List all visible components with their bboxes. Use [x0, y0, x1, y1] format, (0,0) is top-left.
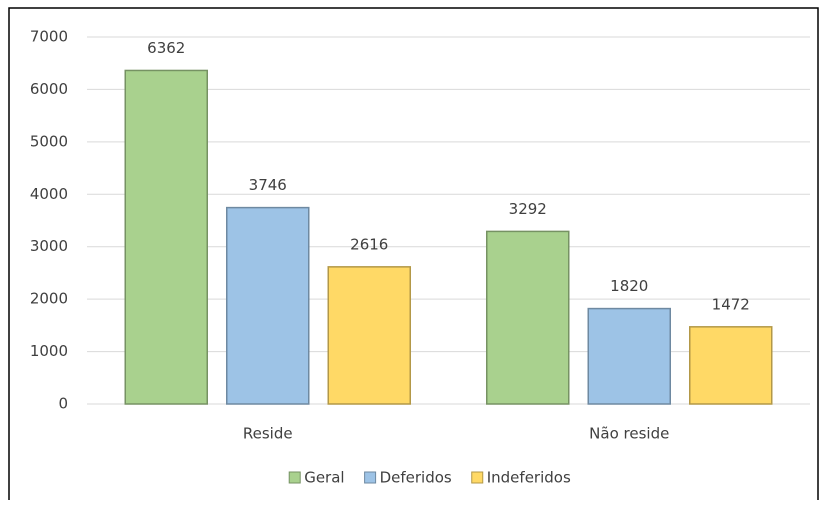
- y-tick-label: 3000: [30, 237, 68, 255]
- y-tick-label: 7000: [30, 28, 68, 46]
- data-label: 6362: [147, 39, 185, 57]
- legend-swatch: [364, 471, 377, 484]
- x-tick-label: Não reside: [589, 425, 669, 443]
- legend-label: Deferidos: [380, 469, 452, 487]
- data-label: 3746: [249, 176, 287, 194]
- legend-swatch: [288, 471, 301, 484]
- data-label: 3292: [509, 200, 547, 218]
- legend-label: Indeferidos: [487, 469, 571, 487]
- bar: [327, 266, 411, 405]
- bar: [587, 307, 671, 405]
- y-tick-label: 2000: [30, 290, 68, 308]
- chart-border: [8, 7, 819, 500]
- bar: [689, 326, 773, 405]
- y-tick-label: 4000: [30, 185, 68, 203]
- y-tick-label: 6000: [30, 80, 68, 98]
- bar: [124, 69, 208, 405]
- y-tick-label: 5000: [30, 132, 68, 150]
- data-label: 1472: [712, 295, 750, 313]
- y-tick-label: 0: [58, 395, 68, 413]
- legend-swatch: [471, 471, 484, 484]
- data-label: 2616: [350, 235, 388, 253]
- legend-label: Geral: [304, 469, 344, 487]
- bar: [486, 230, 570, 405]
- x-tick-label: Reside: [243, 425, 293, 443]
- y-tick-label: 1000: [30, 342, 68, 360]
- bar: [226, 206, 310, 405]
- data-label: 1820: [610, 277, 648, 295]
